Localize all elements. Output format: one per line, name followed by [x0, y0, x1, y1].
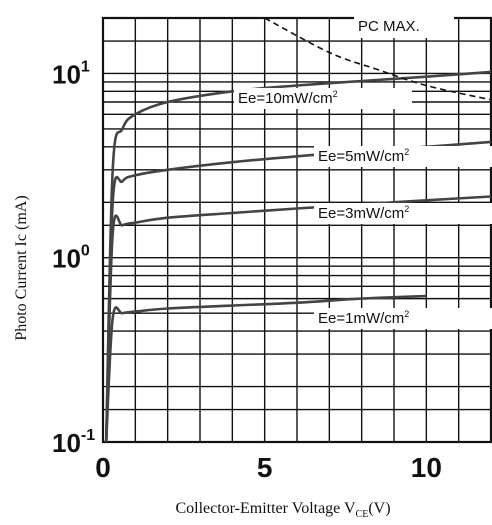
series-line-4 — [104, 294, 427, 443]
y-tick-base: 10 — [52, 428, 81, 458]
plot-frame — [101, 16, 492, 444]
series-line-3 — [104, 195, 492, 443]
pc-max-curve — [264, 17, 492, 101]
curve-label-superscript: 2 — [404, 147, 409, 157]
x-tick-label: 5 — [257, 452, 273, 483]
y-tick-base: 10 — [52, 244, 81, 274]
curve-label-superscript: 2 — [333, 89, 338, 99]
y-tick-exponent: 1 — [81, 58, 90, 75]
series-line-2 — [104, 140, 492, 443]
curve-label-superscript: 2 — [404, 309, 409, 319]
grid — [101, 16, 492, 444]
curve-label-2: Ee=10mW/cm2 — [234, 88, 412, 109]
x-axis-title-main: Collector-Emitter Voltage V — [175, 500, 356, 517]
x-axis-title: Collector-Emitter Voltage VCE(V) — [175, 500, 390, 520]
y-tick-label: 10-1 — [52, 427, 95, 458]
curve-label-5: Ee=1mW/cm2 — [314, 308, 492, 329]
y-tick-label: 101 — [52, 58, 90, 89]
x-axis-title-suffix: (V) — [368, 500, 390, 517]
curve-label-main: Ee=3mW/cm — [318, 205, 404, 222]
y-tick-exponent: 0 — [81, 243, 90, 260]
curve-label-main: Ee=5mW/cm — [318, 148, 404, 165]
curve-label-superscript: 2 — [404, 204, 409, 214]
curve-label-background — [234, 88, 412, 109]
y-tick-base: 10 — [52, 59, 81, 89]
y-tick-label: 100 — [52, 243, 90, 274]
x-tick-label: 10 — [411, 452, 442, 483]
curve-label-main: Ee=1mW/cm — [318, 310, 404, 327]
curve-label-4: Ee=3mW/cm2 — [314, 203, 492, 224]
curve-label-3: Ee=5mW/cm2 — [314, 146, 492, 167]
curve-label-background — [314, 203, 492, 224]
curve-label-background — [354, 16, 454, 38]
curve-label-1: PC MAX. — [354, 16, 454, 38]
curve-label-background — [314, 146, 492, 167]
curve-label-main: Ee=10mW/cm — [238, 90, 333, 107]
curve-label-main: PC MAX. — [358, 18, 420, 35]
x-tick-label: 0 — [95, 452, 111, 483]
series-line-1 — [104, 70, 492, 443]
curve-label-text: Ee=1mW/cm2 — [318, 309, 409, 327]
curve-label-text: Ee=5mW/cm2 — [318, 147, 409, 165]
curve-label-text: Ee=3mW/cm2 — [318, 204, 409, 222]
curve-label-text: Ee=10mW/cm2 — [238, 89, 338, 107]
curve-label-background — [314, 308, 492, 329]
y-tick-exponent: -1 — [81, 427, 95, 444]
curve-labels: PC MAX.Ee=10mW/cm2Ee=5mW/cm2Ee=3mW/cm2Ee… — [234, 16, 492, 329]
y-axis-title: Photo Current Ic (mA) — [13, 195, 30, 340]
curve-label-text: PC MAX. — [358, 18, 420, 35]
x-axis-title-subscript: CE — [356, 509, 369, 520]
